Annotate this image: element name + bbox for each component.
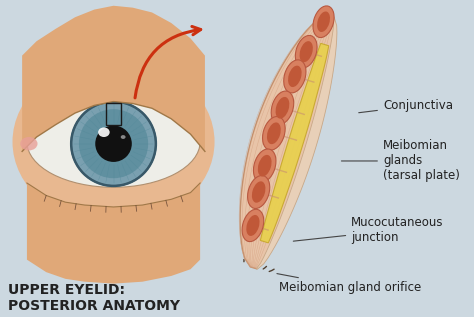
Ellipse shape [254,149,276,182]
Ellipse shape [275,97,289,119]
Ellipse shape [267,122,281,144]
Text: Meibomian gland orifice: Meibomian gland orifice [277,274,421,294]
Ellipse shape [246,215,260,236]
Ellipse shape [313,6,334,38]
Text: UPPER EYELID:
POSTERIOR ANATOMY: UPPER EYELID: POSTERIOR ANATOMY [8,283,180,313]
Ellipse shape [247,176,270,209]
Ellipse shape [300,41,313,62]
Text: Meibomian
glands
(tarsal plate): Meibomian glands (tarsal plate) [341,139,460,183]
Ellipse shape [12,58,215,226]
Ellipse shape [79,109,148,178]
Ellipse shape [288,66,301,87]
Ellipse shape [317,11,330,32]
Ellipse shape [284,60,306,93]
Text: Mucocutaneous
junction: Mucocutaneous junction [293,216,444,244]
Ellipse shape [252,181,265,203]
Ellipse shape [242,209,264,242]
Polygon shape [256,18,337,269]
Ellipse shape [71,101,156,186]
Ellipse shape [20,137,37,151]
Ellipse shape [258,155,272,177]
Polygon shape [260,43,329,243]
Ellipse shape [27,96,200,187]
Ellipse shape [271,91,294,125]
Text: Conjunctiva: Conjunctiva [359,99,453,113]
Bar [106,103,121,125]
Polygon shape [240,16,335,269]
Ellipse shape [98,127,109,137]
Ellipse shape [121,135,126,139]
Ellipse shape [263,117,285,150]
Ellipse shape [95,126,132,162]
Ellipse shape [295,36,317,68]
